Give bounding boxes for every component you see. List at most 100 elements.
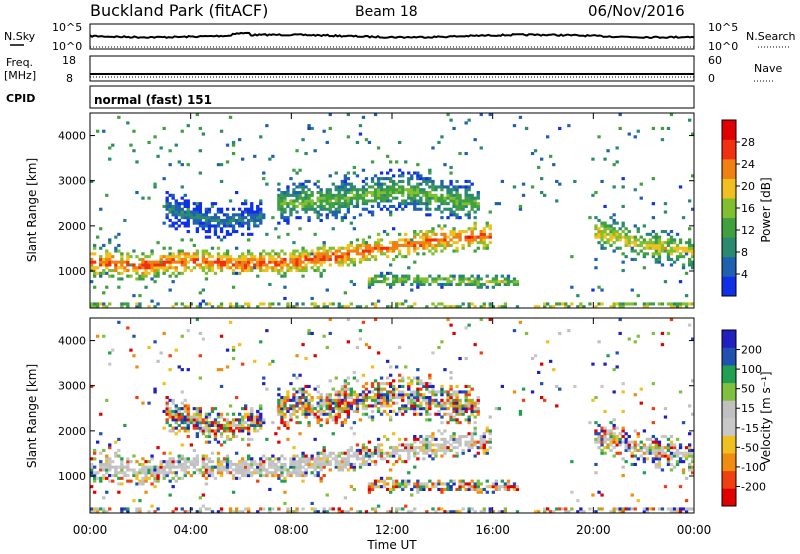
power-cell [231,207,236,211]
power-cell [370,204,375,208]
power-cell [355,238,360,242]
power-cell [461,230,465,234]
velocity-cell [440,398,444,402]
power-cell [558,182,562,186]
velocity-cell [256,479,260,483]
velocity-cell [183,418,187,422]
power-cell [198,218,203,222]
velocity-cell [231,474,236,478]
power-cell [669,113,674,117]
power-cell [346,202,351,206]
velocity-cell [328,404,332,408]
velocity-cell [283,404,287,408]
velocity-cell [241,426,245,430]
velocity-cell [156,507,160,511]
power-cell [259,257,263,261]
velocity-cell [361,448,366,452]
power-cell [289,266,293,270]
velocity-cell [422,440,426,444]
power-cell [253,221,257,225]
power-cell [364,305,369,309]
velocity-cell [135,482,139,486]
velocity-cell [346,448,351,452]
velocity-cell [247,468,251,472]
power-cell [195,113,200,117]
power-cell [512,124,517,128]
velocity-cell [600,384,604,388]
power-cell [672,260,677,264]
velocity-cell [379,393,384,397]
velocity-cell [379,412,384,416]
velocity-cell [485,479,489,483]
power-cell [431,182,435,186]
power-cell [289,207,293,211]
velocity-cell [162,474,166,478]
power-cell [310,126,314,130]
velocity-cell [657,443,662,447]
power-cell [316,185,320,189]
velocity-cell [373,451,378,455]
power-cell [210,260,215,264]
velocity-cell [247,443,251,447]
power-cell [376,204,381,208]
power-cell [213,271,218,275]
velocity-cell [373,379,378,383]
velocity-cell [123,465,127,469]
power-cell [361,252,366,256]
velocity-cell [132,468,136,472]
velocity-cell [244,404,248,408]
velocity-cell [407,401,411,405]
velocity-cell [416,479,420,483]
power-cell [672,305,677,309]
velocity-cell [310,465,314,469]
velocity-cell [467,398,471,402]
velocity-cell [555,404,559,408]
velocity-cell [476,487,480,491]
power-cell [340,255,345,259]
velocity-cell [413,465,417,469]
power-cell [313,182,317,186]
velocity-cell [298,421,302,425]
power-cell [352,193,357,197]
power-cell [446,243,450,247]
power-cell [346,113,351,117]
power-cell [515,305,520,309]
velocity-cell [355,454,360,458]
power-cell [443,235,447,239]
power-cell [642,241,647,245]
power-cell [346,177,351,181]
power-cell [247,305,251,309]
power-cell [292,168,296,172]
power-cell [262,263,266,267]
power-cell [292,191,296,195]
velocity-cell [603,426,607,430]
velocity-cell [295,460,299,464]
power-cell [443,224,447,228]
power-cell [177,210,181,214]
power-cell [349,191,354,195]
power-cell [425,199,429,203]
velocity-cell [355,345,360,349]
velocity-cell [642,451,647,455]
velocity-cell [672,451,677,455]
velocity-cell [165,421,169,425]
power-cell [352,204,357,208]
power-cell [376,179,381,183]
velocity-cell [621,510,625,514]
power-cell [431,243,435,247]
colorbar-swatch [722,453,736,472]
power-cell [123,269,127,273]
power-cell [376,249,381,253]
power-cell [597,218,601,222]
power-cell [168,218,172,222]
velocity-cell [96,507,100,511]
velocity-cell [301,454,305,458]
velocity-cell [280,398,284,402]
velocity-cell [289,412,293,416]
velocity-cell [231,432,236,436]
velocity-cell [461,507,465,511]
velocity-cell [379,382,384,386]
velocity-cell [600,426,604,430]
velocity-cell [488,429,492,433]
power-cell [473,238,477,242]
